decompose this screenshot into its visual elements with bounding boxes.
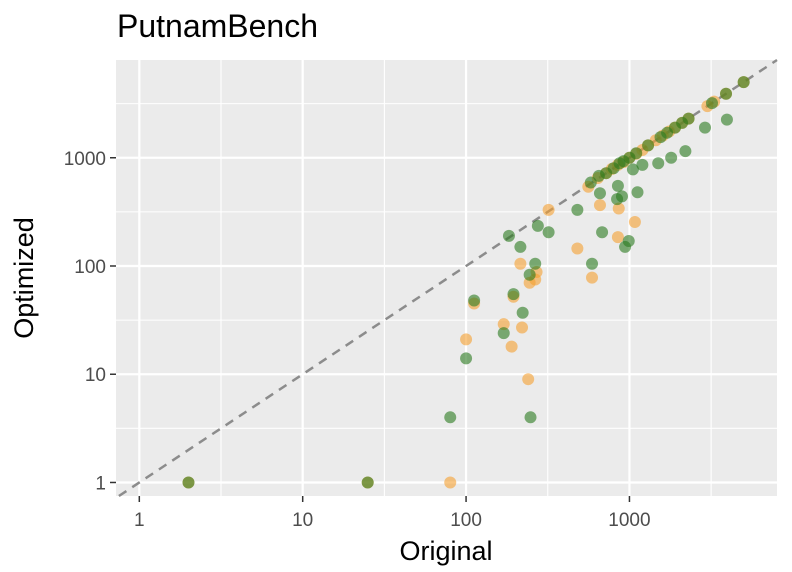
x-axis-title: Original <box>399 536 492 566</box>
point-green <box>611 179 624 192</box>
point-green <box>542 226 555 239</box>
point-green <box>593 187 606 200</box>
x-tick-label: 10 <box>292 510 313 531</box>
x-axis: 1 10 100 1000 <box>134 496 651 531</box>
point-green <box>720 87 733 100</box>
point-green <box>523 268 536 281</box>
y-tick-label: 100 <box>74 257 106 278</box>
point-green <box>361 476 374 489</box>
point-green <box>737 76 750 89</box>
point-green <box>642 139 655 152</box>
point-green <box>460 352 473 365</box>
chart-title: PutnamBench <box>117 8 318 44</box>
point-green <box>571 203 584 216</box>
point-orange <box>571 242 584 255</box>
point-green <box>631 186 644 199</box>
point-green <box>444 411 457 424</box>
point-orange <box>516 321 529 334</box>
point-green <box>682 112 695 125</box>
point-green <box>584 176 597 189</box>
point-green <box>720 113 733 126</box>
y-axis-title: Optimized <box>9 217 39 339</box>
grid-minor <box>116 60 777 496</box>
point-orange <box>542 203 555 216</box>
y-tick-label: 1 <box>95 473 106 494</box>
point-green <box>596 226 609 239</box>
point-green <box>514 240 527 253</box>
point-green <box>529 257 542 270</box>
point-green <box>636 158 649 171</box>
point-orange <box>628 215 641 228</box>
data-points <box>182 76 750 489</box>
point-orange <box>444 476 457 489</box>
point-green <box>698 121 711 134</box>
point-orange <box>611 231 624 244</box>
point-orange <box>586 271 599 284</box>
point-orange <box>612 202 625 215</box>
point-green <box>615 190 628 203</box>
point-orange <box>522 373 535 386</box>
point-orange <box>514 257 527 270</box>
point-green <box>182 476 195 489</box>
point-green <box>531 219 544 232</box>
point-orange <box>593 199 606 212</box>
point-orange <box>460 333 473 346</box>
point-orange <box>497 318 510 331</box>
y-tick-label: 1000 <box>64 149 106 170</box>
point-green <box>586 257 599 270</box>
y-tick-label: 10 <box>85 365 106 386</box>
point-green <box>497 327 510 340</box>
point-green <box>524 411 537 424</box>
y-axis: 1 10 100 1000 <box>64 149 116 494</box>
point-green <box>665 151 678 164</box>
point-green <box>468 294 481 307</box>
point-green <box>630 147 643 160</box>
point-green <box>705 97 718 110</box>
point-green <box>652 157 665 170</box>
point-green <box>679 145 692 158</box>
x-tick-label: 1000 <box>608 510 650 531</box>
point-orange <box>505 340 518 353</box>
point-green <box>622 235 635 248</box>
point-green <box>626 163 639 176</box>
point-green <box>516 306 529 319</box>
x-tick-label: 1 <box>134 510 145 531</box>
grid-major <box>116 60 777 496</box>
point-green <box>507 288 520 301</box>
x-tick-label: 100 <box>450 510 482 531</box>
point-green <box>502 229 515 242</box>
